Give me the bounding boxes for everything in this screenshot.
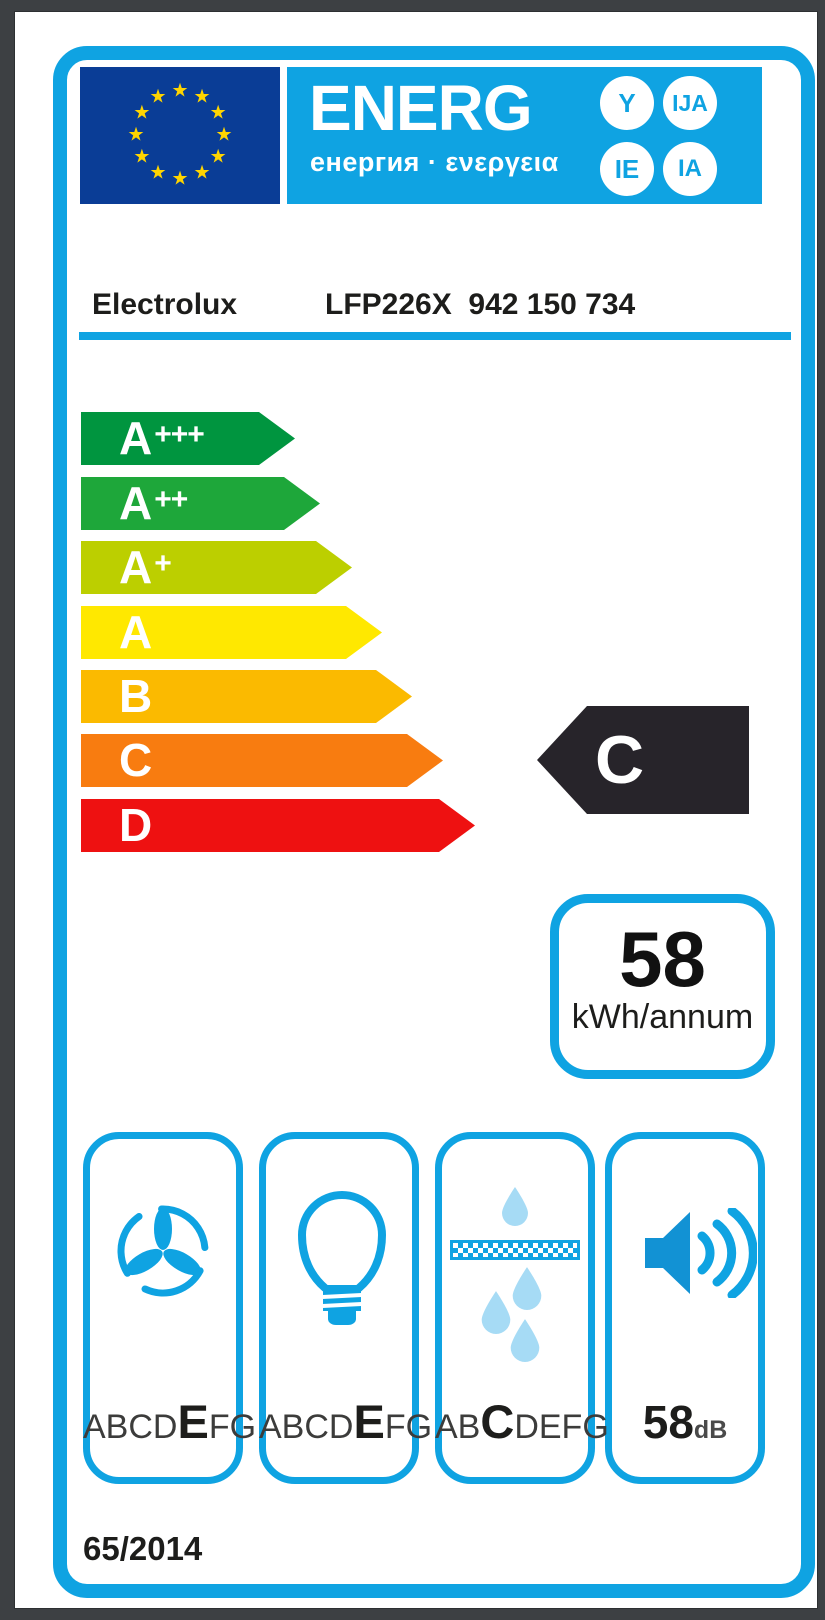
class-arrow-c: C [81,734,443,787]
flag-star-icon: ★ [127,123,145,146]
noise-unit: dB [693,1416,728,1444]
filter-grade-scale: ABCDEFG [435,1395,609,1452]
flag-star-icon: ★ [193,161,211,184]
annual-energy-value: 58 [619,915,706,1003]
regulation-reference: 65/2014 [83,1530,203,1567]
class-arrow-b: B [81,670,412,723]
noise-box [605,1132,765,1484]
model-number: LFP226X 942 150 734 [325,288,636,321]
noise-icon [645,1208,757,1298]
grade-pre: ABCD [259,1408,354,1446]
flag-star-icon: ★ [133,101,151,124]
rating-class-tag: C [537,706,749,814]
class-arrow-a-plus1: A + [81,541,352,594]
droplet-icon [512,1267,542,1310]
droplet-icon [502,1187,528,1226]
label-sheet: ★ ★ ★ ★ ★ ★ ★ ★ ★ ★ ★ ★ ENERG енергия · ενεργεια Y … [15,12,817,1608]
energ-logo-text: ENERG [309,72,533,144]
rating-class-letter: C [595,722,645,798]
energ-suffix-badge-ia: IA [663,142,717,196]
brand-divider-rule [79,332,791,340]
grade-class: C [480,1395,515,1448]
droplet-icon [510,1319,540,1362]
flag-star-icon: ★ [193,85,211,108]
brand-name: Electrolux [92,288,238,321]
class-plus: +++ [154,417,204,451]
fan-grade-scale: ABCDEFG [83,1395,256,1452]
energ-suffix-badge-ija: IJA [663,76,717,130]
class-plus: ++ [154,482,188,516]
class-letter: A [119,541,153,593]
flag-star-icon: ★ [149,161,167,184]
energ-suffix-badge-y: Y [600,76,654,130]
class-letter: A [119,606,153,658]
fan-icon [117,1205,209,1297]
noise-value: 58 [642,1396,694,1448]
flag-star-icon: ★ [149,85,167,108]
energ-suffix-badge-ie: IE [600,142,654,196]
class-letter: C [119,734,153,786]
droplet-icon [481,1291,511,1334]
flag-star-icon: ★ [209,145,227,168]
class-letter: A [119,477,153,529]
filter-mesh-bar [450,1240,580,1260]
class-letter: B [119,670,153,722]
grease-filter-icon [435,1172,595,1367]
grade-post: DEFG [514,1408,609,1446]
class-plus: + [154,546,171,580]
grade-class: E [353,1395,385,1448]
flag-star-icon: ★ [209,101,227,124]
class-letter: A [119,412,153,464]
grade-pre: AB [435,1408,481,1446]
class-arrow-a-plus3: A +++ [81,412,295,465]
energ-logo-band: ENERG енергия · ενεργεια Y IJA IE IA [287,67,762,204]
lighting-grade-scale: ABCDEFG [259,1395,432,1452]
class-letter: D [119,799,153,851]
class-arrow-a-plus2: A ++ [81,477,320,530]
class-arrow-d: D [81,799,475,852]
flag-star-icon: ★ [133,145,151,168]
grade-post: FG [384,1408,433,1446]
flag-star-icon: ★ [215,123,233,146]
annual-energy-unit: kWh/annum [571,998,754,1036]
grade-pre: ABCD [83,1408,178,1446]
grade-post: FG [208,1408,257,1446]
flag-star-icon: ★ [171,167,189,190]
lightbulb-icon [297,1191,387,1325]
energ-logo-subtext: енергия · ενεργεια [310,147,559,177]
class-arrow-a: A [81,606,382,659]
fan-efficiency-box [83,1132,243,1484]
flag-star-icon: ★ [171,79,189,102]
noise-value-row: 58dB [605,1397,765,1455]
grade-class: E [177,1395,209,1448]
eu-flag: ★ ★ ★ ★ ★ ★ ★ ★ ★ ★ ★ ★ [80,67,280,204]
annual-energy-box: 58 kWh/annum [550,894,775,1079]
